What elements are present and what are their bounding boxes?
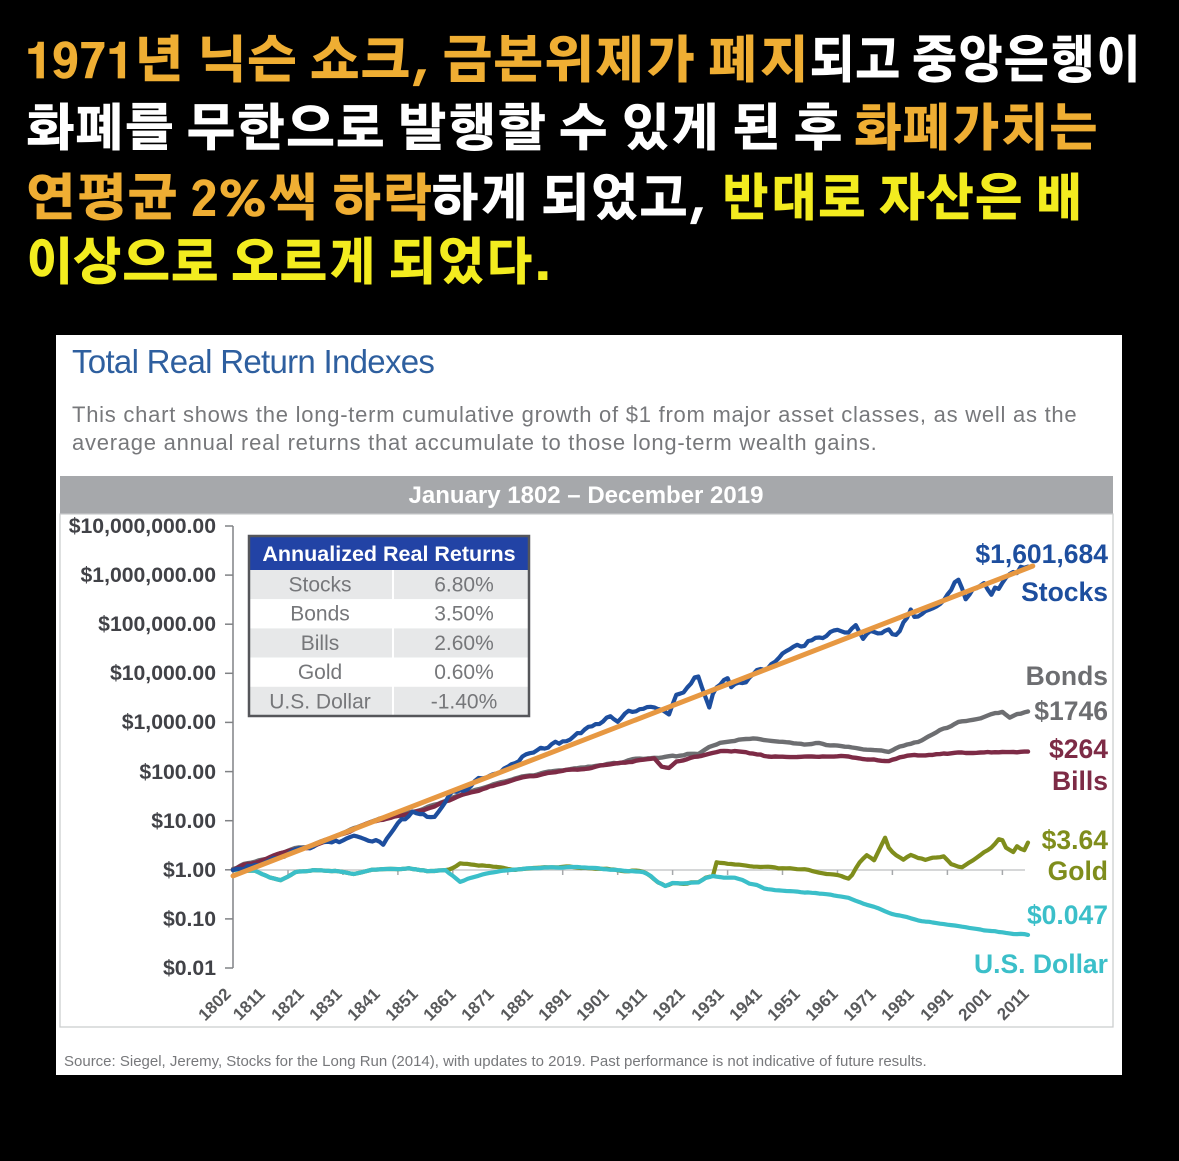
svg-text:1901: 1901 xyxy=(573,984,613,1024)
svg-text:1861: 1861 xyxy=(420,984,460,1024)
svg-text:3.50%: 3.50% xyxy=(434,603,494,626)
svg-text:2001: 2001 xyxy=(955,984,995,1024)
svg-text:$1746: $1746 xyxy=(1034,696,1108,726)
svg-text:6.80%: 6.80% xyxy=(434,574,494,597)
svg-text:This chart shows the long-term: This chart shows the long-term cumulativ… xyxy=(72,402,1077,427)
svg-text:Bills: Bills xyxy=(1052,766,1108,796)
svg-text:$100.00: $100.00 xyxy=(139,761,216,784)
svg-text:1891: 1891 xyxy=(535,984,575,1024)
svg-text:1802: 1802 xyxy=(195,984,235,1024)
svg-text:$0.10: $0.10 xyxy=(163,908,216,931)
svg-text:$1,601,684: $1,601,684 xyxy=(975,539,1108,569)
svg-text:1921: 1921 xyxy=(649,984,689,1024)
svg-text:Source: Siegel, Jeremy, Stocks: Source: Siegel, Jeremy, Stocks for the L… xyxy=(64,1053,927,1070)
svg-text:$1,000.00: $1,000.00 xyxy=(122,711,216,734)
svg-text:2.60%: 2.60% xyxy=(434,632,494,655)
svg-text:1851: 1851 xyxy=(382,984,422,1024)
svg-text:1871: 1871 xyxy=(458,984,498,1024)
svg-text:2011: 2011 xyxy=(993,984,1033,1024)
svg-text:1941: 1941 xyxy=(726,984,766,1024)
svg-text:Stocks: Stocks xyxy=(1021,577,1108,607)
svg-text:$0.01: $0.01 xyxy=(163,957,216,980)
svg-text:1951: 1951 xyxy=(764,984,804,1024)
svg-text:Annualized Real Returns: Annualized Real Returns xyxy=(262,542,515,566)
svg-text:$1,000,000.00: $1,000,000.00 xyxy=(81,564,217,587)
svg-text:0.60%: 0.60% xyxy=(434,661,494,684)
svg-text:1981: 1981 xyxy=(878,984,918,1024)
svg-text:1911: 1911 xyxy=(611,984,651,1024)
svg-text:1991: 1991 xyxy=(917,984,957,1024)
svg-text:Total Real Return Indexes: Total Real Return Indexes xyxy=(72,343,434,380)
svg-text:1881: 1881 xyxy=(497,984,537,1024)
svg-text:1841: 1841 xyxy=(344,984,384,1024)
svg-text:U.S. Dollar: U.S. Dollar xyxy=(269,690,371,713)
svg-text:$100,000.00: $100,000.00 xyxy=(98,613,216,636)
svg-text:Stocks: Stocks xyxy=(288,574,351,597)
svg-text:U.S. Dollar: U.S. Dollar xyxy=(974,949,1108,979)
svg-text:average annual real returns th: average annual real returns that accumul… xyxy=(72,430,877,455)
svg-text:-1.40%: -1.40% xyxy=(431,690,498,713)
svg-text:1971: 1971 xyxy=(840,984,880,1024)
svg-text:Bills: Bills xyxy=(301,632,340,655)
svg-text:January 1802 – December 2019: January 1802 – December 2019 xyxy=(409,482,764,509)
svg-text:$10,000.00: $10,000.00 xyxy=(110,662,216,685)
svg-text:1811: 1811 xyxy=(229,984,269,1024)
svg-text:Bonds: Bonds xyxy=(290,603,350,626)
svg-text:Gold: Gold xyxy=(1048,856,1108,886)
svg-text:$1.00: $1.00 xyxy=(163,859,216,882)
svg-text:$0.047: $0.047 xyxy=(1027,900,1108,930)
svg-text:$10,000,000.00: $10,000,000.00 xyxy=(69,515,216,538)
svg-text:$3.64: $3.64 xyxy=(1042,825,1109,855)
svg-text:1961: 1961 xyxy=(802,984,842,1024)
svg-text:$264: $264 xyxy=(1049,734,1108,764)
svg-text:$10.00: $10.00 xyxy=(151,810,216,833)
svg-text:Bonds: Bonds xyxy=(1026,661,1108,691)
svg-text:1931: 1931 xyxy=(688,984,728,1024)
svg-text:Gold: Gold xyxy=(298,661,342,684)
svg-text:1821: 1821 xyxy=(268,984,308,1024)
svg-text:1831: 1831 xyxy=(306,984,346,1024)
